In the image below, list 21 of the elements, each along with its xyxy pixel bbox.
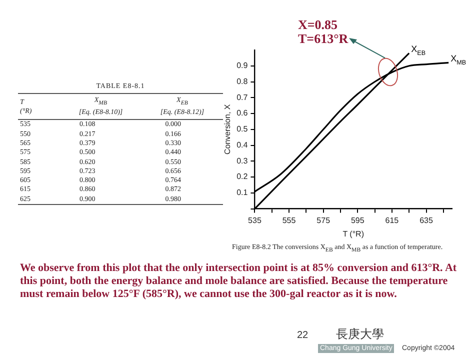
x-tick-label: 535 [248,216,262,225]
x-tick-label: 615 [385,216,400,225]
text: We observe from this plot that the only intersection point is at 85% conversion and 613°R. At this point, both the energy balance and mole balance are satisfied. Because the temperature must remain below 125°F (585°R), we cannot use the 300-gal reactor as it is now. [20,262,458,301]
x-tick-label: 595 [350,216,365,225]
y-tick-label: 0.9 [236,61,248,70]
y-tick-label: 0.4 [236,140,248,150]
y-tick-label: 0.2 [236,172,248,182]
y-tick-label: 0.6 [236,108,248,118]
y-axis-title: Conversion, X [223,104,232,155]
x-tick-label: 555 [282,216,296,225]
y-tick-label: 0.7 [236,92,248,102]
x-tick-label: 635 [420,216,434,225]
x-tick-label: 575 [316,216,331,225]
y-tick-label: 0.8 [236,76,248,86]
text: 長庚大學 [336,326,384,343]
text: 22 [297,330,308,341]
y-tick-label: 0.1 [236,188,248,198]
x-axis-title: T (°R) [342,229,364,238]
y-tick-label: 0.5 [236,124,248,134]
y-tick-label: 0.3 [236,156,248,166]
text: X=0.85 T=613°R [298,17,348,46]
